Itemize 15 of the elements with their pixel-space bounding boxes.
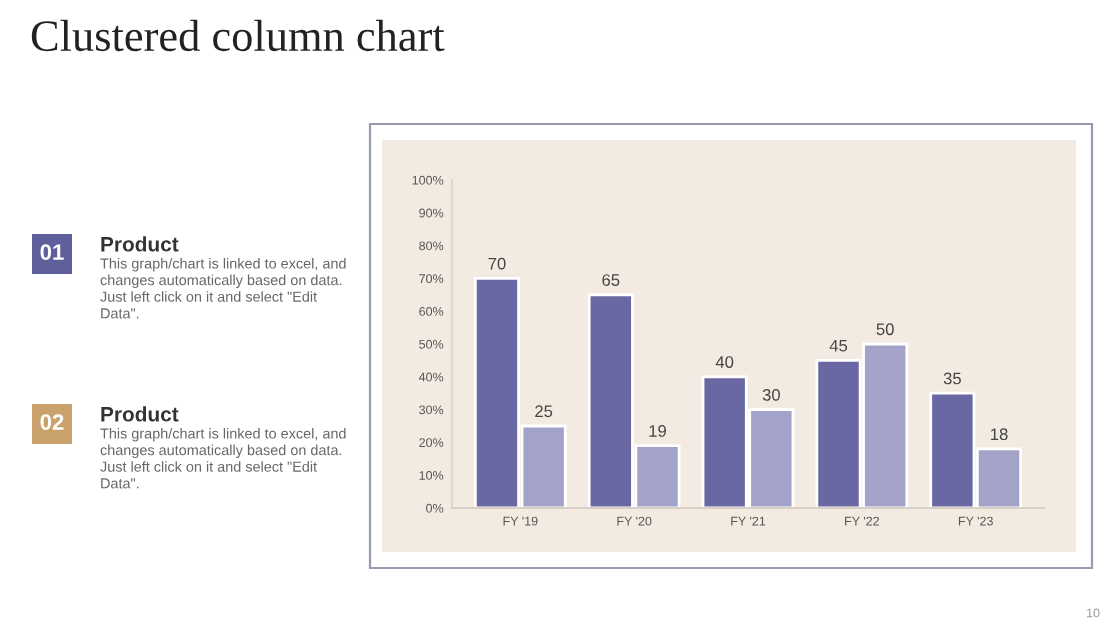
- data-label: 50: [876, 323, 894, 336]
- data-label: 40: [715, 356, 734, 368]
- data-label: 35: [943, 372, 961, 385]
- data-label: 19: [649, 425, 666, 437]
- text: Product: [101, 406, 179, 422]
- chart-title: Clustered column chart: [31, 19, 445, 52]
- data-label: 18: [991, 428, 1008, 441]
- data-label: 45: [829, 339, 848, 352]
- data-label: 30: [762, 388, 780, 401]
- data-label: 70: [488, 257, 506, 270]
- text: 01: [40, 244, 64, 260]
- data-label: 25: [535, 405, 553, 418]
- text: 02: [40, 414, 64, 430]
- data-label: 65: [602, 274, 620, 286]
- text: Product: [101, 236, 179, 252]
